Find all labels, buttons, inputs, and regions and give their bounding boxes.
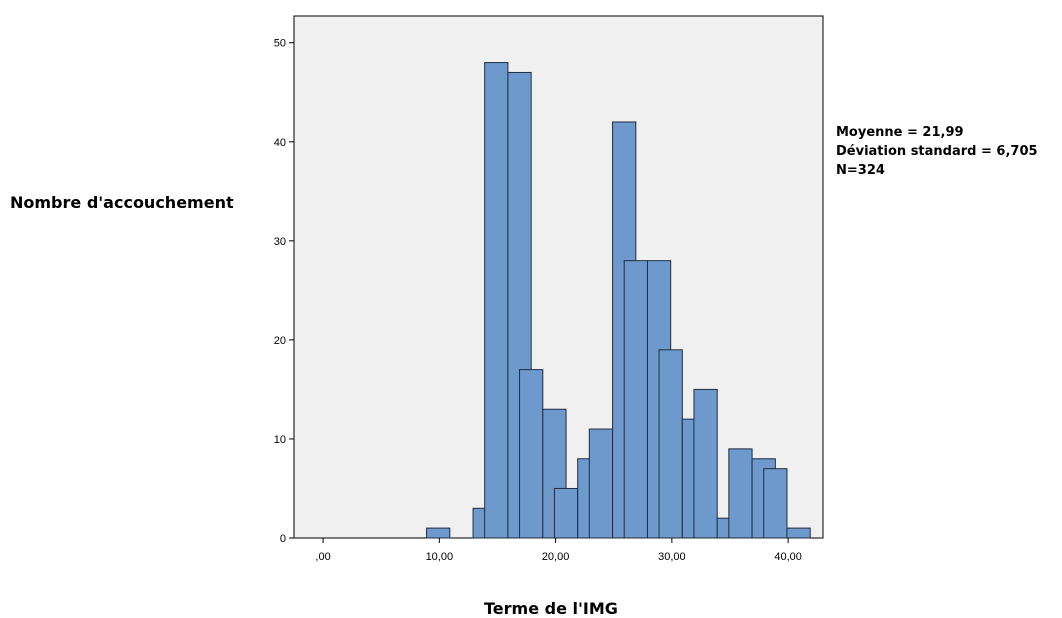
histogram-bar [658, 349, 683, 539]
x-tick-label: 20,00 [542, 551, 570, 563]
x-tick-label: 10,00 [426, 551, 454, 563]
stats-box: Moyenne = 21,99 Déviation standard = 6,7… [836, 123, 1038, 180]
x-tick-label: 30,00 [658, 551, 686, 563]
y-tick-label: 0 [280, 533, 286, 545]
y-tick-label: 50 [274, 38, 286, 50]
histogram-bar [786, 527, 811, 539]
y-tick-label: 30 [274, 236, 286, 248]
x-tick-label: 40,00 [774, 551, 802, 563]
histogram-bar [728, 448, 753, 539]
histogram-bar [519, 369, 544, 539]
x-axis: ,00 10,00 20,00 30,00 40,00 [315, 538, 802, 563]
y-tick-label: 20 [274, 335, 286, 347]
x-tick-label: ,00 [315, 551, 330, 563]
histogram-bar [763, 468, 788, 539]
y-tick-label: 10 [274, 434, 286, 446]
histogram-bar [588, 428, 614, 539]
stat-n: N=324 [836, 163, 885, 178]
histogram-bar [426, 527, 451, 539]
histogram-bar [623, 260, 648, 539]
y-axis-label: Nombre d'accouchement [10, 193, 234, 212]
histogram-bar [484, 62, 509, 539]
y-axis: 0 10 20 30 40 50 [274, 38, 294, 545]
bars-layer [426, 62, 811, 539]
x-axis-label: Terme de l'IMG [484, 599, 618, 618]
stat-mean: Moyenne = 21,99 [836, 125, 964, 140]
stat-std: Déviation standard = 6,705 [836, 144, 1038, 159]
histogram-bar [693, 388, 718, 539]
y-tick-label: 40 [274, 137, 286, 149]
histogram-bar [553, 487, 579, 539]
